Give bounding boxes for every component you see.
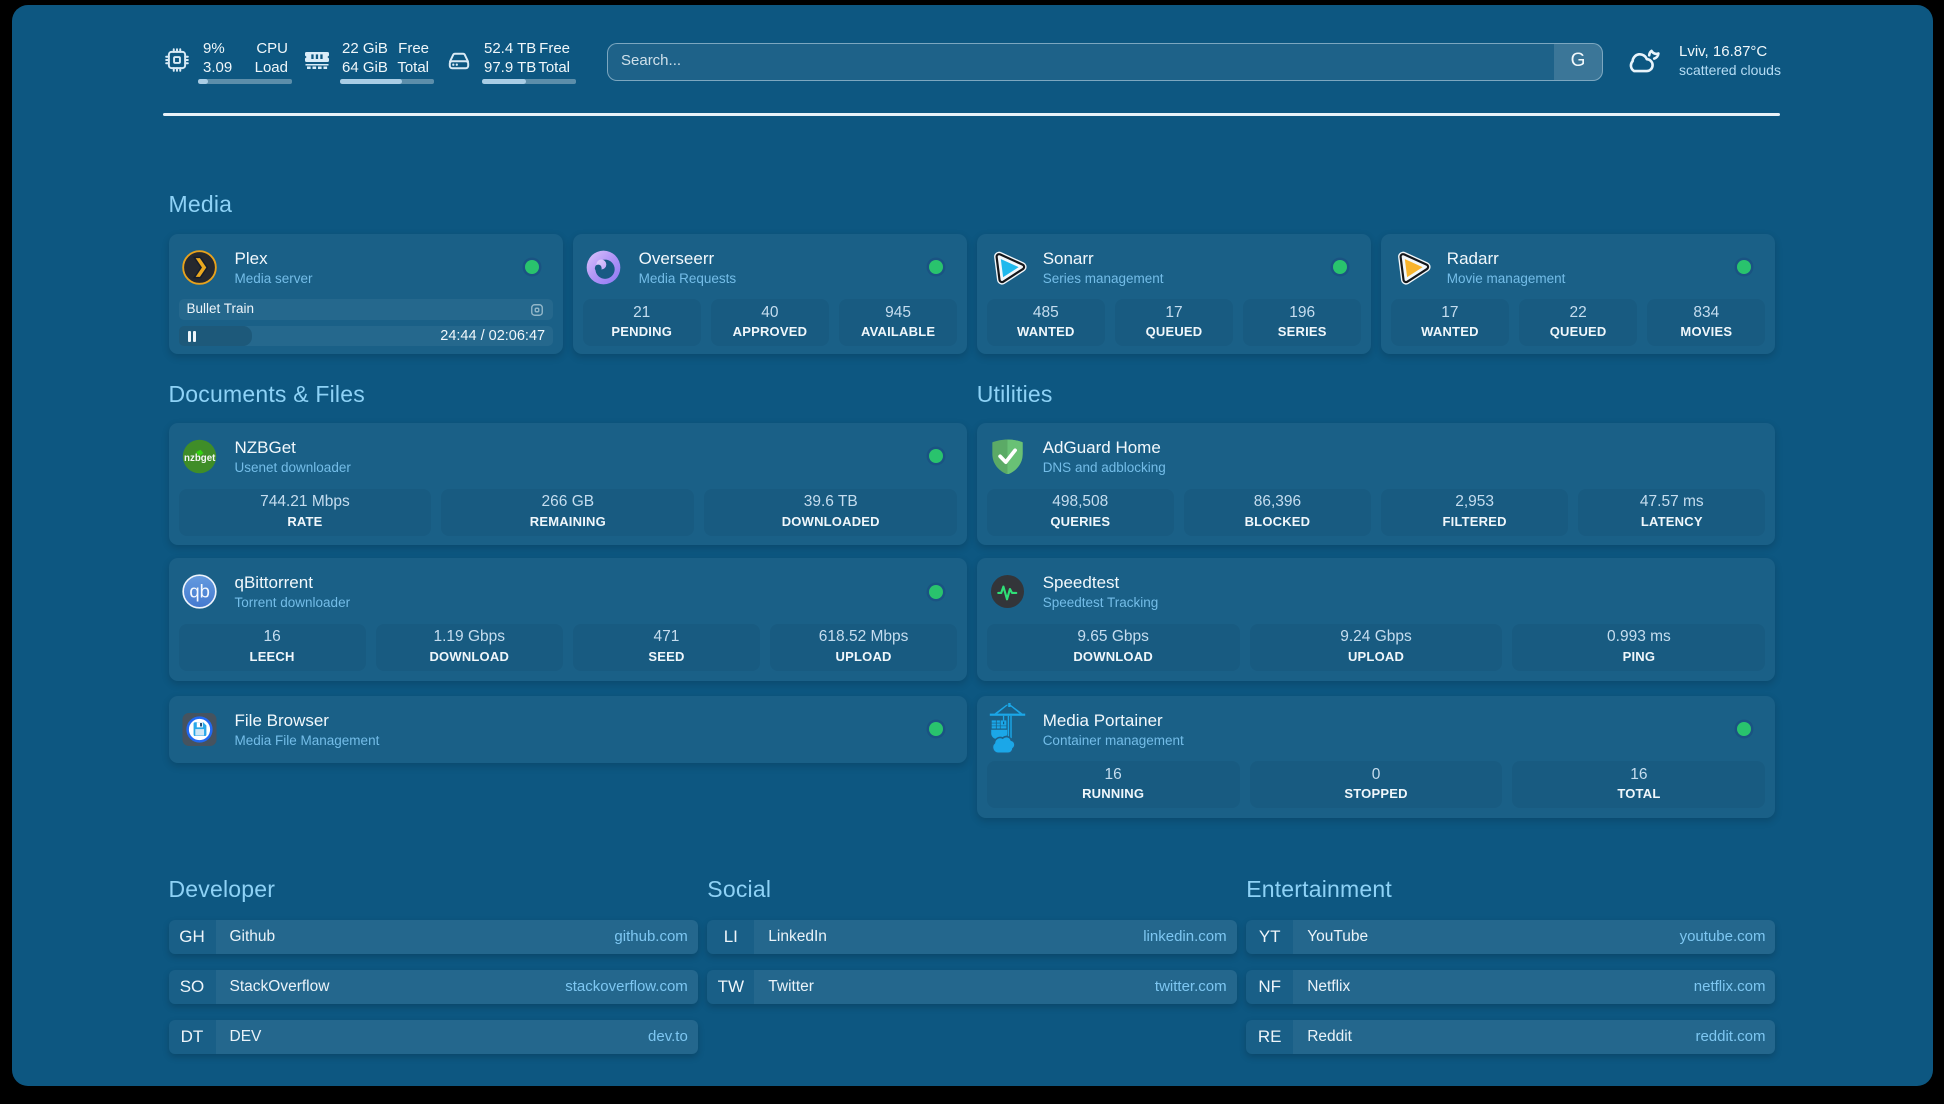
svg-text:qb: qb — [189, 581, 210, 602]
svg-text:nzbget: nzbget — [184, 453, 216, 464]
